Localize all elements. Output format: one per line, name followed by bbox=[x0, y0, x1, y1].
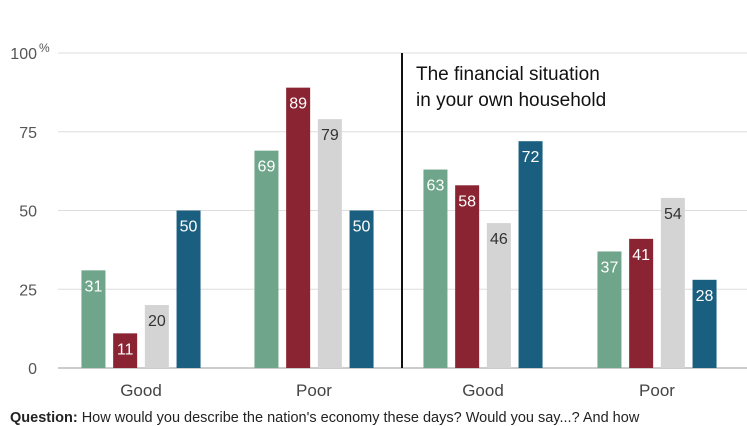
x-category-label: Good bbox=[120, 381, 162, 400]
data-label: 72 bbox=[522, 149, 540, 166]
data-label: 89 bbox=[289, 96, 307, 113]
bar bbox=[176, 210, 201, 368]
bar bbox=[317, 119, 342, 369]
data-label: 46 bbox=[490, 231, 508, 248]
y-tick-label: 50 bbox=[19, 204, 37, 221]
y-tick-label: 25 bbox=[19, 282, 37, 299]
x-category-label: Good bbox=[462, 381, 504, 400]
annotation-line-1: The financial situation bbox=[416, 64, 600, 85]
data-label: 50 bbox=[180, 219, 198, 236]
bar bbox=[692, 279, 717, 368]
data-label: 50 bbox=[353, 219, 371, 236]
question-footnote: Question: How would you describe the nat… bbox=[10, 410, 639, 426]
bar bbox=[81, 270, 106, 368]
y-tick-label: 100 bbox=[10, 46, 37, 63]
data-label: 54 bbox=[664, 206, 682, 223]
bar bbox=[486, 223, 511, 368]
bar bbox=[423, 169, 448, 368]
data-label: 69 bbox=[258, 159, 276, 176]
question-text: How would you describe the nation's econ… bbox=[77, 410, 640, 426]
bar bbox=[629, 238, 654, 368]
question-label: Question: bbox=[10, 410, 78, 426]
y-tick-label: 0 bbox=[28, 361, 37, 378]
y-tick-label: 75 bbox=[19, 125, 37, 142]
data-label: 31 bbox=[85, 278, 103, 295]
annotation-line-2: in your own household bbox=[416, 90, 607, 111]
bar bbox=[518, 141, 543, 368]
data-label: 37 bbox=[601, 259, 619, 276]
bar bbox=[254, 150, 279, 368]
x-category-label: Poor bbox=[296, 381, 332, 400]
data-label: 58 bbox=[458, 193, 476, 210]
data-label: 63 bbox=[427, 178, 445, 195]
bar bbox=[286, 87, 311, 369]
data-label: 41 bbox=[632, 247, 650, 264]
data-label: 11 bbox=[117, 341, 134, 358]
panel-annotation: The financial situation in your own hous… bbox=[416, 62, 606, 114]
bar bbox=[455, 185, 480, 368]
x-category-label: Poor bbox=[639, 381, 675, 400]
bar bbox=[349, 210, 374, 368]
data-label: 28 bbox=[696, 288, 714, 305]
bar bbox=[660, 197, 685, 368]
data-label: 20 bbox=[148, 313, 166, 330]
y-unit-label: % bbox=[39, 41, 50, 55]
bar bbox=[113, 333, 138, 368]
bar bbox=[597, 251, 622, 368]
data-label: 79 bbox=[321, 127, 339, 144]
bar bbox=[144, 305, 169, 368]
